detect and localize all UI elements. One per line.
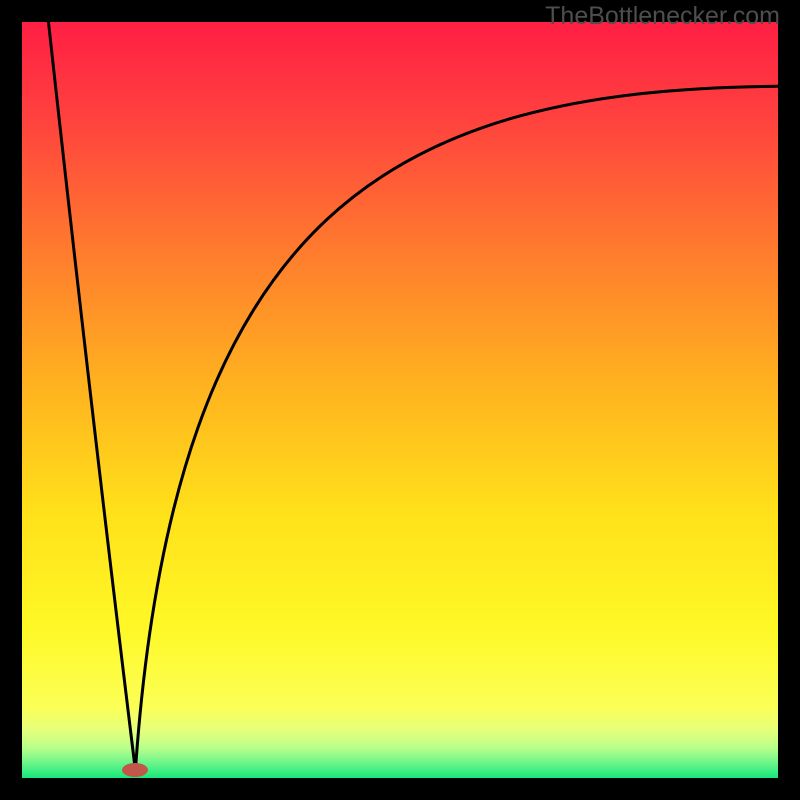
bottleneck-curve (48, 22, 778, 770)
chart-container: TheBottlenecker.com (0, 0, 800, 800)
watermark-text: TheBottlenecker.com (545, 2, 780, 31)
plot-area (22, 22, 778, 778)
curve-overlay (22, 22, 778, 778)
